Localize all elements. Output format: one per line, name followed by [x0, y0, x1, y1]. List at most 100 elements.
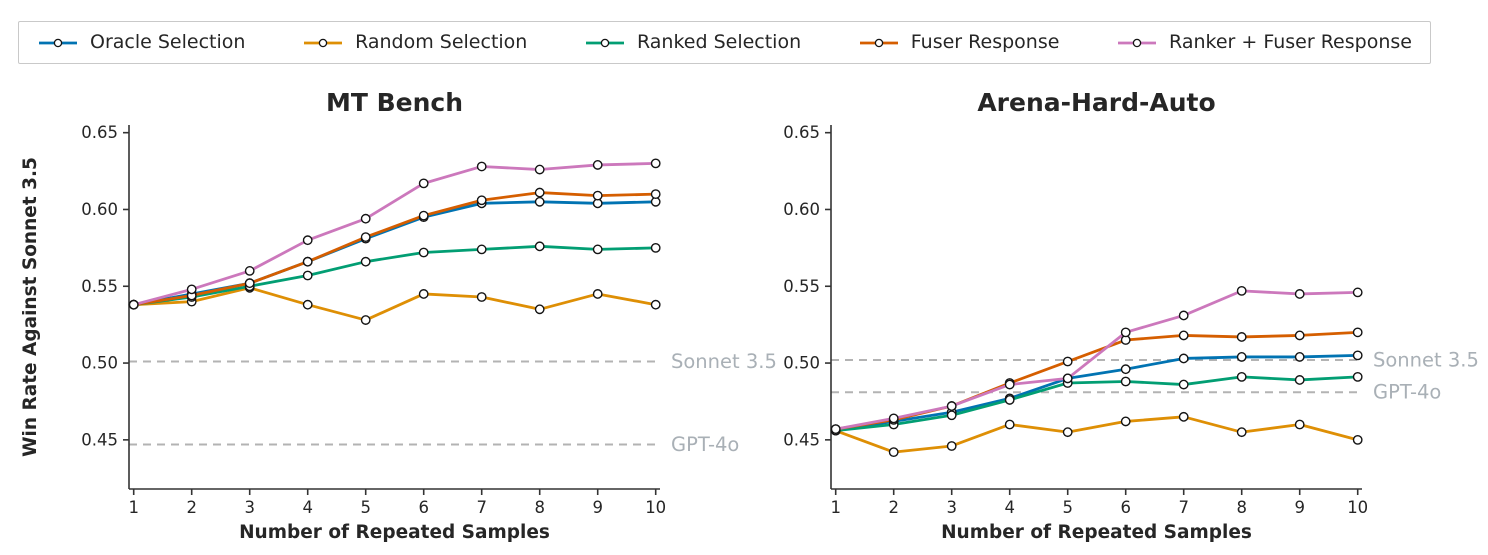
data-point — [360, 256, 371, 267]
data-point — [186, 284, 197, 295]
legend-marker-random — [304, 38, 343, 47]
data-point — [592, 289, 603, 299]
series-line-ranked-selection — [132, 244, 658, 307]
data-point — [1004, 395, 1015, 405]
legend-item-random-selection: Random Selection — [302, 33, 527, 52]
series-line-random-selection — [834, 415, 1360, 454]
data-point — [1352, 350, 1363, 361]
baseline-label-gpt-4o: GPT-4o — [1373, 381, 1441, 404]
data-point — [1178, 330, 1189, 341]
data-point — [946, 441, 957, 451]
data-point — [1120, 416, 1131, 427]
data-point — [592, 244, 603, 255]
y-tick-label: 0.55 — [81, 277, 118, 296]
data-point — [476, 292, 487, 302]
x-axis-label: Number of Repeated Samples — [239, 522, 550, 543]
legend-marker-fuser — [859, 38, 898, 47]
data-point — [1352, 327, 1363, 338]
data-point — [244, 266, 255, 276]
data-point — [534, 304, 545, 315]
x-axis-label: Number of Repeated Samples — [941, 522, 1252, 543]
data-point — [418, 210, 429, 221]
data-point — [1178, 379, 1189, 390]
data-point — [888, 413, 899, 424]
data-point — [946, 410, 957, 421]
data-point — [302, 235, 313, 246]
data-point — [650, 242, 661, 253]
y-tick-label: 0.60 — [81, 200, 118, 219]
x-tick-label: 2 — [186, 498, 197, 517]
data-point — [1178, 411, 1189, 422]
data-point — [1236, 371, 1247, 382]
chart-title: Arena-Hard-Auto — [977, 88, 1215, 117]
x-tick-label: 5 — [1062, 498, 1073, 517]
data-point — [1294, 289, 1305, 299]
x-tick-label: 10 — [645, 498, 666, 517]
y-tick-label: 0.60 — [783, 200, 820, 219]
data-point — [302, 270, 313, 281]
data-point — [1294, 375, 1305, 385]
y-tick-label: 0.45 — [81, 430, 118, 449]
y-tick-label: 0.55 — [783, 277, 820, 296]
baseline-label-sonnet-3-5: Sonnet 3.5 — [1373, 348, 1479, 371]
data-point — [476, 161, 487, 172]
data-point — [360, 232, 371, 243]
x-tick-label: 6 — [418, 498, 429, 517]
data-point — [1294, 352, 1305, 362]
legend-item-ranker-fuser-response: Ranker + Fuser Response — [1116, 33, 1412, 52]
data-point — [534, 196, 545, 207]
y-tick-label: 0.45 — [783, 430, 820, 449]
x-tick-label: 6 — [1120, 498, 1131, 517]
legend-label: Fuser Response — [910, 31, 1060, 53]
legend-marker-circle — [318, 38, 328, 47]
data-point — [302, 256, 313, 267]
data-point — [1120, 376, 1131, 387]
series-line-ranker-fuser-response — [132, 161, 658, 307]
legend: Oracle Selection Random Selection Ranked… — [18, 21, 1431, 64]
x-tick-label: 5 — [360, 498, 371, 517]
data-point — [534, 187, 545, 198]
series-line-fuser-response — [132, 191, 658, 307]
data-point — [360, 315, 371, 325]
legend-marker-circle — [600, 38, 610, 47]
data-point — [302, 299, 313, 310]
x-tick-label: 4 — [302, 498, 313, 517]
x-tick-label: 7 — [1178, 498, 1189, 517]
legend-item-fuser-response: Fuser Response — [858, 31, 1060, 53]
x-tick-label: 4 — [1004, 498, 1015, 517]
data-point — [1294, 330, 1305, 341]
x-tick-label: 3 — [946, 498, 957, 517]
data-point — [244, 278, 255, 289]
x-tick-label: 8 — [1236, 498, 1247, 517]
x-tick-label: 8 — [534, 498, 545, 517]
data-point — [418, 289, 429, 299]
series-line-ranker-fuser-response — [834, 289, 1360, 431]
legend-marker-ranker-fuser — [1118, 38, 1157, 47]
chart-arena-hard-auto: Arena-Hard-Auto Sonnet 3.5 GPT-4o 0.45 0.50 0… — [783, 88, 1479, 543]
data-point — [1236, 427, 1247, 438]
x-tick-label: 7 — [476, 498, 487, 517]
series-line-random-selection — [132, 286, 658, 322]
data-point — [1236, 352, 1247, 362]
data-point — [1294, 419, 1305, 430]
x-tick-label: 1 — [128, 498, 139, 517]
data-point — [1062, 373, 1073, 384]
data-point — [592, 160, 603, 170]
legend-marker-circle — [1132, 38, 1142, 47]
x-tick-label: 1 — [830, 498, 841, 517]
x-tick-label: 2 — [888, 498, 899, 517]
data-point — [1178, 310, 1189, 321]
data-point — [1120, 364, 1131, 375]
chart-title: MT Bench — [326, 88, 463, 117]
legend-marker-circle — [53, 38, 63, 47]
data-point — [1236, 285, 1247, 296]
data-point — [1352, 434, 1363, 445]
chart-mt-bench: MT Bench Sonnet 3.5 GPT-4o 0.45 0.50 0.55 0.60… — [22, 88, 777, 543]
series-markers-ranker-fuser-response — [830, 285, 1363, 435]
data-point — [1004, 379, 1015, 390]
legend-label: Oracle Selection — [90, 31, 246, 53]
data-point — [1004, 419, 1015, 430]
data-point — [476, 244, 487, 255]
y-axis-label: Win Rate Against Sonnet 3.5 — [22, 157, 41, 457]
data-point — [360, 213, 371, 224]
